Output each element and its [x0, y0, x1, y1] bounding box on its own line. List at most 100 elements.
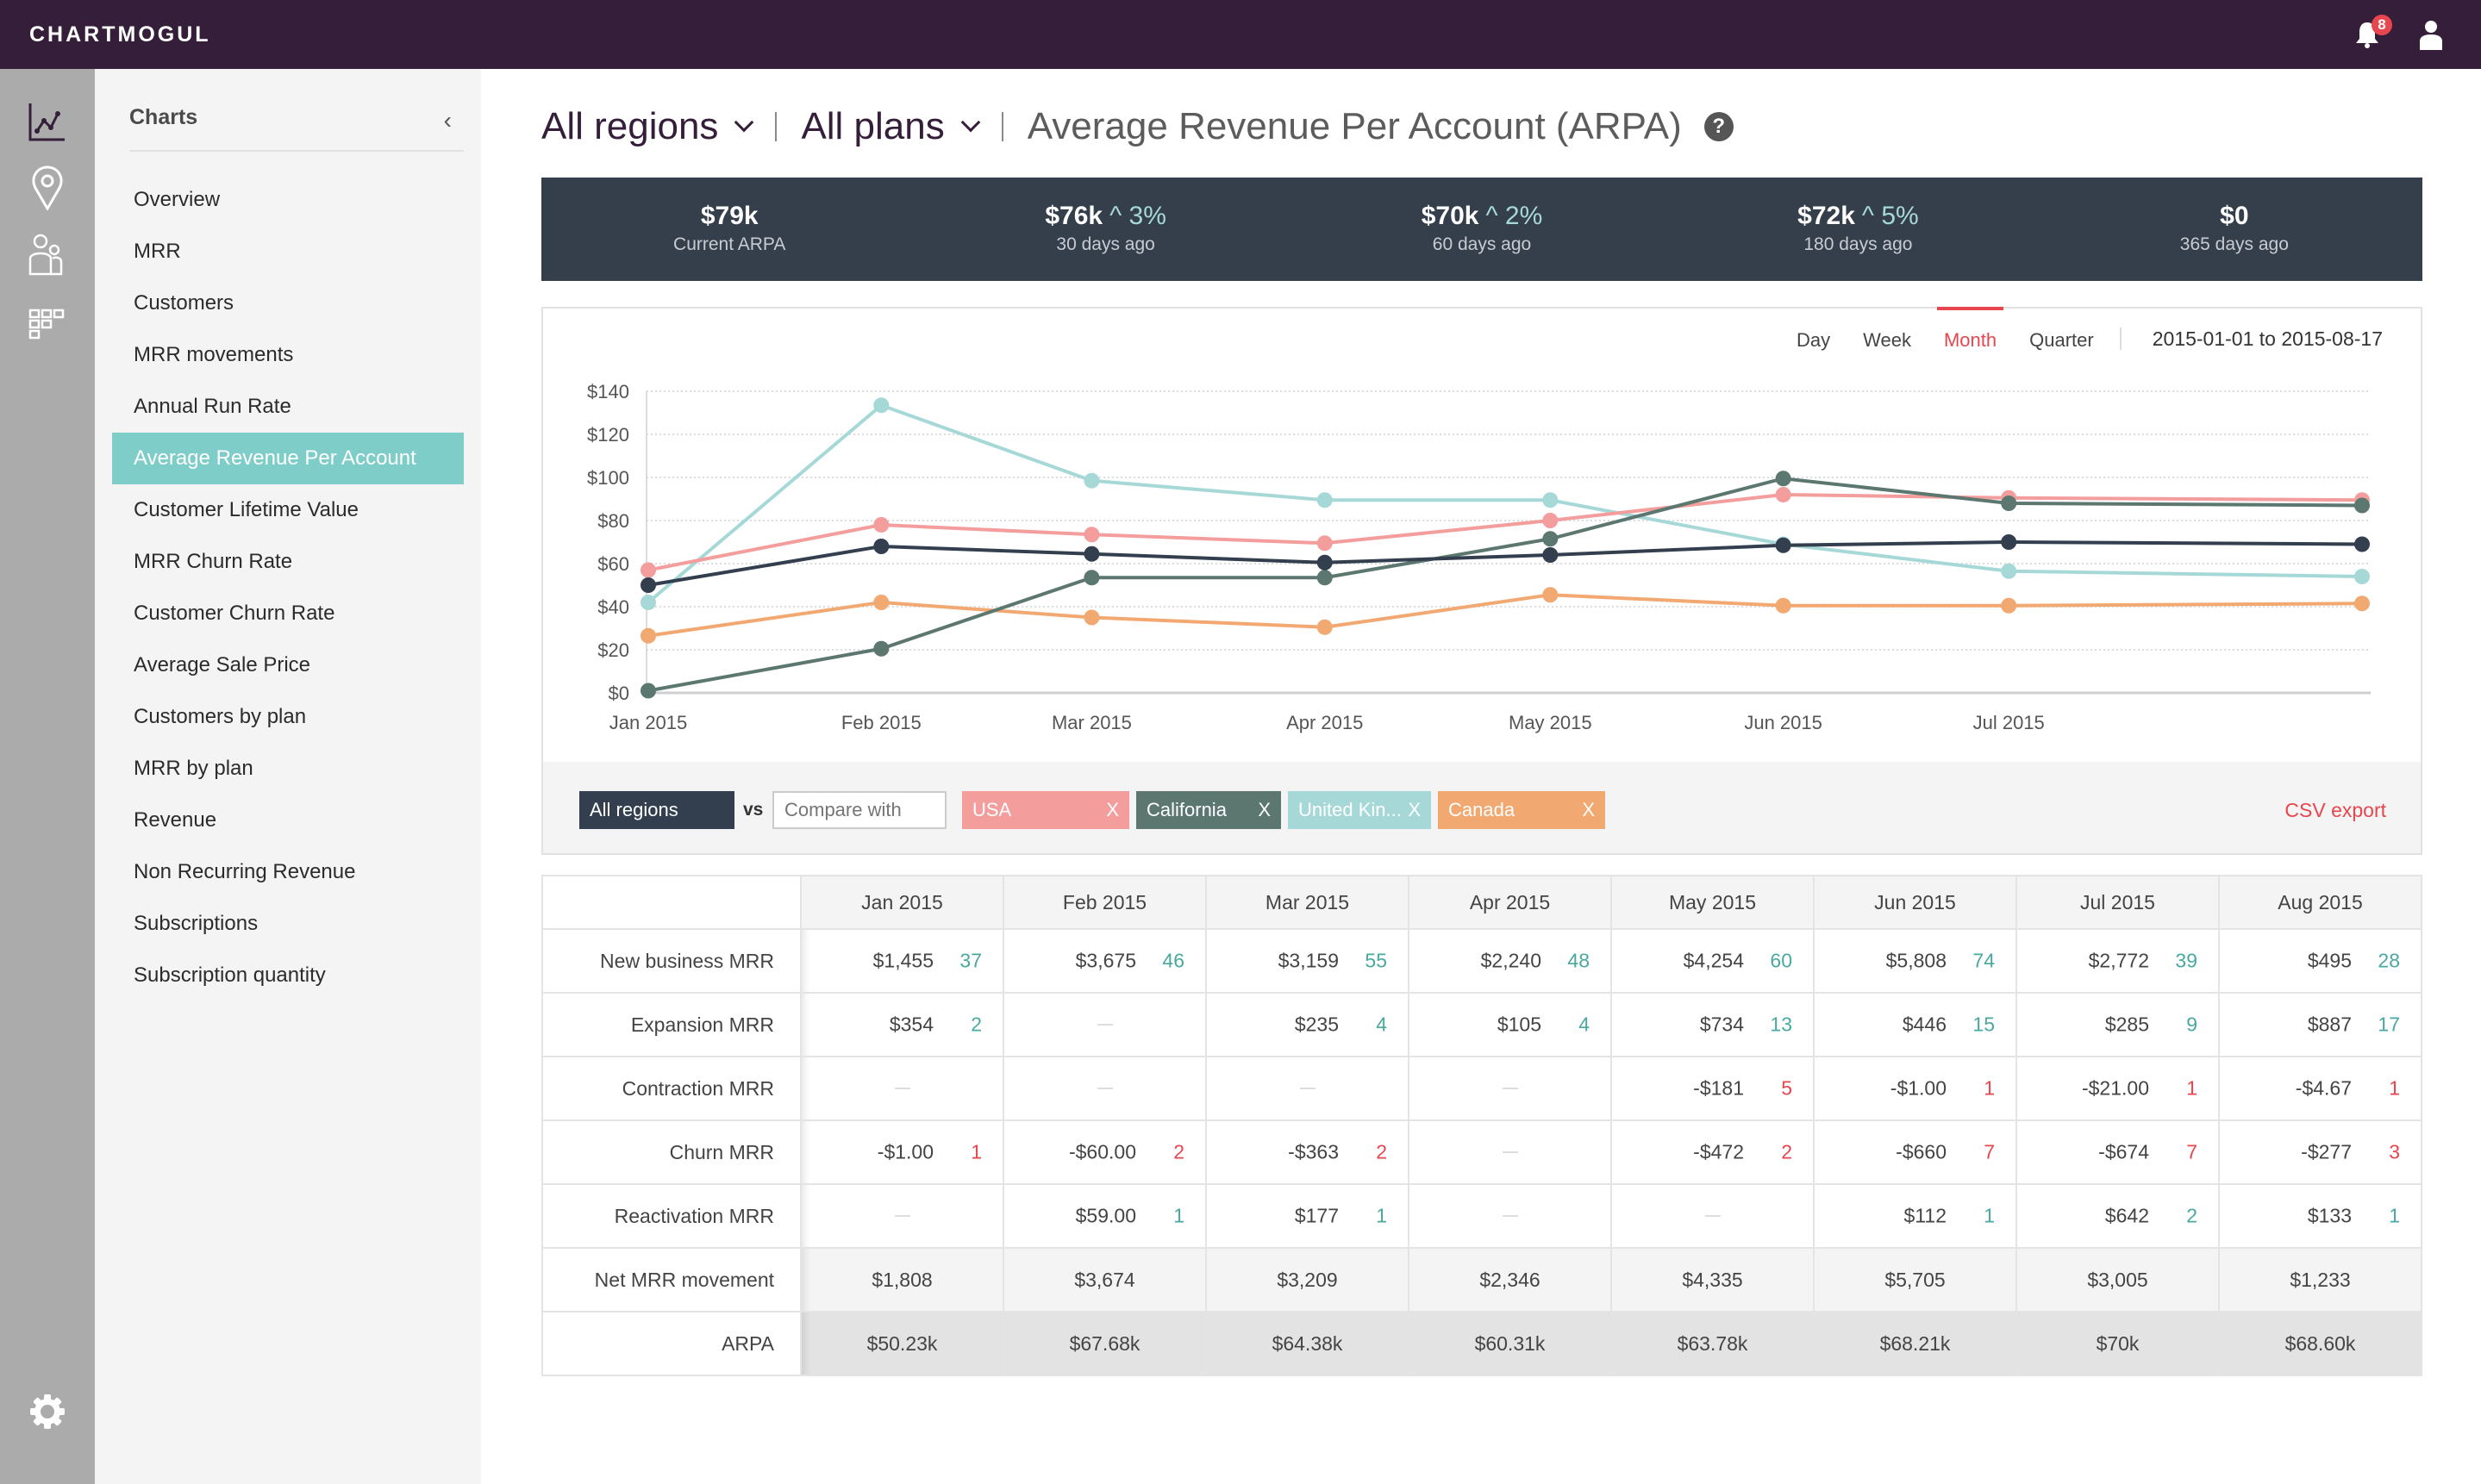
data-point[interactable]: [1775, 537, 1791, 553]
period-tab-day[interactable]: Day: [1797, 329, 1831, 351]
cell-count[interactable]: 74: [1972, 949, 1995, 972]
cell-count[interactable]: 46: [1162, 949, 1184, 972]
data-point[interactable]: [641, 595, 656, 610]
sidebar-item[interactable]: Customers: [134, 291, 234, 315]
cell-count[interactable]: 1: [2389, 1204, 2400, 1227]
user-icon[interactable]: [2417, 19, 2445, 50]
sidebar-item[interactable]: Annual Run Rate: [134, 395, 291, 418]
base-segment-chip[interactable]: All regions: [579, 791, 734, 829]
map-pin-icon[interactable]: [25, 165, 70, 210]
data-point[interactable]: [1316, 554, 1333, 571]
data-point[interactable]: [2354, 536, 2370, 552]
segment-chip[interactable]: United Kin... X: [1288, 791, 1431, 829]
cell-count[interactable]: 28: [2378, 949, 2400, 972]
data-point[interactable]: [2354, 569, 2370, 584]
data-point[interactable]: [1775, 471, 1791, 487]
customers-icon[interactable]: [25, 233, 70, 277]
cell-count[interactable]: 60: [1770, 949, 1792, 972]
sidebar-item[interactable]: Subscription quantity: [134, 963, 326, 987]
sidebar-item[interactable]: MRR: [134, 240, 181, 263]
data-point[interactable]: [1084, 527, 1100, 543]
segments-icon[interactable]: [25, 305, 70, 350]
data-point[interactable]: [873, 517, 890, 533]
csv-export-link[interactable]: CSV export: [2284, 799, 2386, 821]
data-point[interactable]: [641, 562, 656, 578]
cell-count[interactable]: 4: [1578, 1013, 1590, 1036]
cell-count[interactable]: 13: [1770, 1013, 1792, 1036]
cell-count[interactable]: 15: [1972, 1013, 1995, 1036]
sidebar-item[interactable]: MRR movements: [134, 343, 294, 366]
cell-count[interactable]: 1: [1173, 1204, 1184, 1227]
remove-chip-icon[interactable]: X: [1258, 799, 1271, 820]
cell-count[interactable]: 1: [2389, 1076, 2400, 1100]
cell-count[interactable]: 2: [971, 1013, 982, 1036]
date-range-picker[interactable]: 2015-01-01 to 2015-08-17: [2152, 327, 2383, 350]
data-point[interactable]: [2001, 597, 2017, 614]
period-tab-quarter[interactable]: Quarter: [2029, 329, 2094, 351]
cell-count[interactable]: 5: [1781, 1076, 1792, 1100]
region-dropdown[interactable]: All regions: [541, 105, 754, 148]
sidebar-item[interactable]: MRR by plan: [134, 757, 253, 780]
sidebar-item[interactable]: Customer Lifetime Value: [134, 498, 359, 521]
cell-count[interactable]: 48: [1567, 949, 1590, 972]
data-point[interactable]: [641, 577, 656, 593]
segment-chip[interactable]: California X: [1136, 791, 1281, 829]
data-point[interactable]: [1084, 472, 1100, 489]
cell-count[interactable]: 39: [2175, 949, 2197, 972]
chevron-left-icon[interactable]: ‹: [443, 107, 452, 134]
cell-count[interactable]: 1: [1376, 1204, 1387, 1227]
data-point[interactable]: [1084, 546, 1100, 562]
cell-count[interactable]: 1: [1984, 1204, 1995, 1227]
cell-count[interactable]: 37: [959, 949, 982, 972]
data-point[interactable]: [1316, 619, 1333, 635]
cell-count[interactable]: 2: [1173, 1140, 1184, 1163]
cell-count[interactable]: 7: [2186, 1140, 2197, 1163]
cell-count[interactable]: 4: [1376, 1013, 1387, 1036]
data-point[interactable]: [1542, 531, 1559, 547]
remove-chip-icon[interactable]: X: [1408, 799, 1421, 820]
sidebar-item[interactable]: Overview: [134, 188, 221, 211]
cell-count[interactable]: 1: [971, 1140, 982, 1163]
data-point[interactable]: [873, 539, 890, 554]
sidebar-item[interactable]: Average Revenue Per Account: [112, 433, 464, 484]
cell-count[interactable]: 3: [2389, 1140, 2400, 1163]
remove-chip-icon[interactable]: X: [1106, 799, 1119, 820]
cell-count[interactable]: 1: [2186, 1076, 2197, 1100]
logo[interactable]: CHARTMOGUL: [29, 22, 211, 47]
cell-count[interactable]: 2: [2186, 1204, 2197, 1227]
sidebar-item[interactable]: Subscriptions: [134, 912, 259, 935]
period-tab-week[interactable]: Week: [1863, 329, 1911, 351]
sidebar-item[interactable]: MRR Churn Rate: [134, 550, 293, 573]
data-point[interactable]: [1316, 535, 1333, 552]
data-point[interactable]: [2354, 497, 2370, 514]
remove-chip-icon[interactable]: X: [1582, 799, 1595, 820]
data-point[interactable]: [641, 627, 656, 644]
notification-badge[interactable]: 8: [2372, 15, 2392, 35]
segment-chip[interactable]: Canada X: [1438, 791, 1605, 829]
data-point[interactable]: [1542, 547, 1559, 563]
sidebar-item[interactable]: Average Sale Price: [134, 653, 311, 677]
sidebar-item[interactable]: Customer Churn Rate: [134, 602, 335, 625]
data-point[interactable]: [873, 595, 890, 610]
data-point[interactable]: [1775, 487, 1791, 502]
data-point[interactable]: [2001, 534, 2017, 550]
data-point[interactable]: [1084, 570, 1100, 586]
cell-count[interactable]: 7: [1984, 1140, 1995, 1163]
gear-icon[interactable]: [25, 1389, 70, 1434]
data-point[interactable]: [641, 683, 656, 699]
plan-dropdown[interactable]: All plans: [801, 105, 981, 148]
cell-count[interactable]: 2: [1376, 1140, 1387, 1163]
sidebar-item[interactable]: Revenue: [134, 808, 217, 832]
data-point[interactable]: [1084, 609, 1100, 626]
cell-count[interactable]: 1: [1984, 1076, 1995, 1100]
cell-count[interactable]: 17: [2378, 1013, 2400, 1036]
sidebar-item[interactable]: Non Recurring Revenue: [134, 860, 356, 883]
data-point[interactable]: [1542, 513, 1559, 528]
data-point[interactable]: [2001, 563, 2017, 579]
data-point[interactable]: [2001, 496, 2017, 511]
data-point[interactable]: [1316, 492, 1333, 508]
data-point[interactable]: [1542, 587, 1559, 603]
period-tab-month[interactable]: Month: [1936, 307, 2004, 369]
data-point[interactable]: [1542, 492, 1559, 508]
help-icon[interactable]: ?: [1703, 112, 1734, 141]
